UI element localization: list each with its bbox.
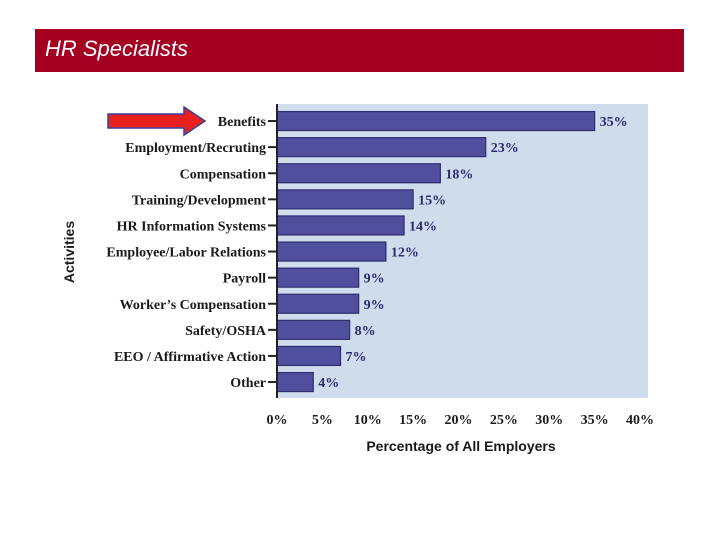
bar xyxy=(276,241,387,262)
x-tick-label: 30% xyxy=(535,413,563,428)
bar xyxy=(276,319,351,340)
y-axis-title: Activities xyxy=(61,221,77,283)
category-label: HR Information Systems xyxy=(117,219,267,234)
x-tick-label: 15% xyxy=(399,413,427,428)
value-label: 35% xyxy=(600,115,628,130)
value-label: 8% xyxy=(355,324,376,339)
x-tick-label: 0% xyxy=(267,413,288,428)
category-label: Compensation xyxy=(180,167,267,182)
bar xyxy=(276,215,405,236)
value-label: 14% xyxy=(409,219,437,234)
title-bar: HR Specialists xyxy=(35,29,684,72)
value-label: 4% xyxy=(318,376,339,391)
x-tick-label: 5% xyxy=(312,413,333,428)
bar xyxy=(276,110,596,132)
x-axis-title: Percentage of All Employers xyxy=(366,438,556,454)
bar xyxy=(276,189,414,210)
slide-title: HR Specialists xyxy=(45,36,189,61)
x-tick-label: 20% xyxy=(445,413,473,428)
category-label: Employee/Labor Relations xyxy=(106,246,266,261)
category-label: Payroll xyxy=(223,272,266,287)
bar xyxy=(276,345,342,367)
bar xyxy=(276,137,487,158)
category-label: Other xyxy=(230,376,266,391)
x-tick-label: 40% xyxy=(626,413,654,428)
value-label: 9% xyxy=(364,298,385,313)
value-label: 9% xyxy=(364,272,385,287)
x-tick-label: 10% xyxy=(354,413,382,428)
bar xyxy=(276,267,360,288)
category-label: EEO / Affirmative Action xyxy=(114,350,266,365)
value-label: 12% xyxy=(391,246,419,261)
highlight-arrow-icon xyxy=(107,105,207,137)
bar xyxy=(276,293,360,314)
value-label: 18% xyxy=(445,167,473,182)
category-label: Safety/OSHA xyxy=(185,324,267,339)
value-label: 15% xyxy=(418,193,446,208)
bar xyxy=(276,371,314,393)
value-label: 23% xyxy=(491,141,519,156)
category-label: Worker’s Compensation xyxy=(120,298,267,313)
bar xyxy=(276,163,441,184)
category-label: Training/Development xyxy=(132,193,267,208)
category-label: Employment/Recruting xyxy=(125,141,266,156)
category-label: Benefits xyxy=(218,115,267,130)
value-label: 7% xyxy=(346,350,367,365)
x-tick-label: 35% xyxy=(581,413,609,428)
x-tick-label: 25% xyxy=(490,413,518,428)
